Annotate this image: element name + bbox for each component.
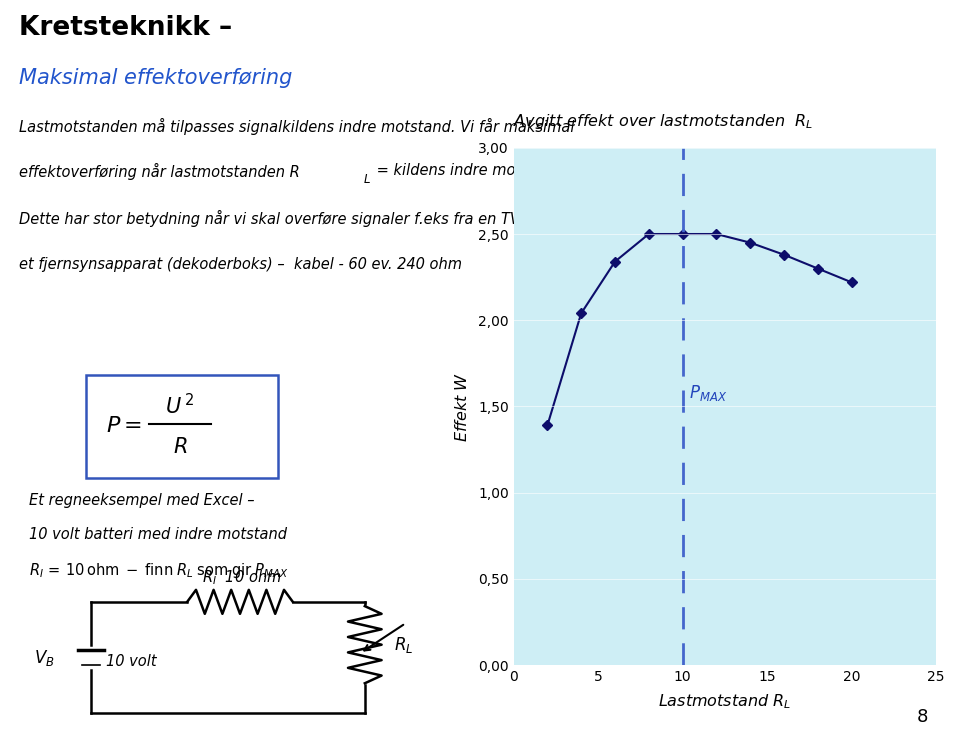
- Text: L: L: [364, 173, 371, 186]
- Text: = kildens indre motstand R: = kildens indre motstand R: [372, 163, 577, 177]
- Text: Lastmotstanden må tilpasses signalkildens indre motstand. Vi får maksimal: Lastmotstanden må tilpasses signalkilden…: [19, 118, 575, 135]
- Text: Maksimal effektoverføring: Maksimal effektoverføring: [19, 68, 293, 88]
- Text: Kretsteknikk –: Kretsteknikk –: [19, 15, 232, 41]
- Text: 10 volt: 10 volt: [106, 654, 156, 670]
- X-axis label: $\mathit{Lastmotstand\ R_L}$: $\mathit{Lastmotstand\ R_L}$: [658, 692, 792, 711]
- Text: $P =$: $P =$: [106, 415, 142, 437]
- Text: effektoverføring når lastmotstanden R: effektoverføring når lastmotstanden R: [19, 163, 300, 180]
- Text: $U^{\,2}$: $U^{\,2}$: [165, 392, 195, 418]
- Text: $R$: $R$: [173, 437, 187, 457]
- Text: 8: 8: [917, 708, 928, 726]
- Text: Dette har stor betydning når vi skal overføre signaler f.eks fra en TV-antenne t: Dette har stor betydning når vi skal ove…: [19, 210, 603, 227]
- Text: $P_{MAX}$: $P_{MAX}$: [689, 383, 728, 403]
- Text: $V_B$: $V_B$: [34, 647, 54, 667]
- Text: I: I: [569, 173, 573, 186]
- Text: et fjernsynsapparat (dekoderboks) –  kabel - 60 ev. 240 ohm: et fjernsynsapparat (dekoderboks) – kabe…: [19, 257, 462, 272]
- Text: $R_I$  10 ohm: $R_I$ 10 ohm: [202, 568, 281, 587]
- Text: $R_I$$\,=\,10\,\mathrm{ohm}\;-\;\mathrm{finn}\;$$R_L$$\;\mathrm{som\;gir\;}$$P_{: $R_I$$\,=\,10\,\mathrm{ohm}\;-\;\mathrm{…: [29, 561, 288, 580]
- Text: $\mathit{Avgitt\ effekt\ over\ lastmotstanden}$$\ \ \mathit{R_L}$: $\mathit{Avgitt\ effekt\ over\ lastmotst…: [513, 112, 813, 131]
- FancyBboxPatch shape: [86, 375, 278, 477]
- Text: 10 volt batteri med indre motstand: 10 volt batteri med indre motstand: [29, 527, 287, 542]
- Y-axis label: $\mathit{Effekt\ W}$: $\mathit{Effekt\ W}$: [454, 371, 469, 442]
- Text: Et regneeksempel med Excel –: Et regneeksempel med Excel –: [29, 493, 254, 508]
- Text: $R_L$: $R_L$: [394, 635, 413, 655]
